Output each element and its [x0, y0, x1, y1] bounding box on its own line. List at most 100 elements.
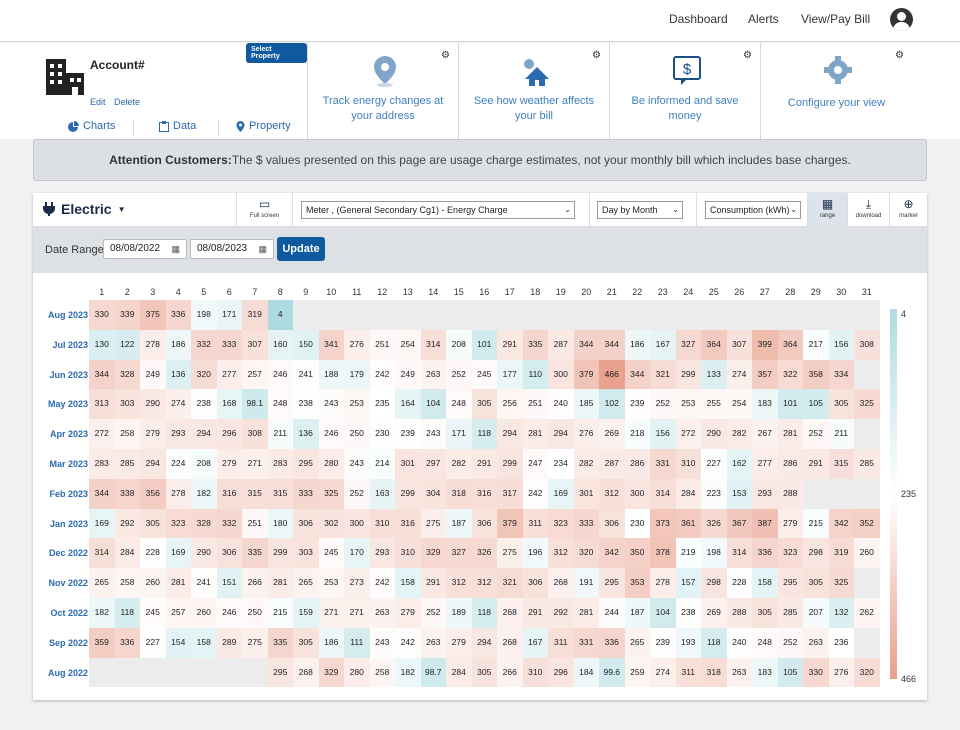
heatmap-cell[interactable]: 245: [140, 598, 166, 628]
feature-weather[interactable]: ⚙ See how weather affects your bill: [459, 43, 610, 139]
range-button[interactable]: ▦ range: [807, 193, 847, 227]
heatmap-cell[interactable]: 254: [395, 329, 421, 360]
heatmap-cell[interactable]: 310: [395, 538, 421, 569]
heatmap-cell[interactable]: 4: [267, 300, 293, 330]
heatmap-cell[interactable]: 278: [165, 478, 191, 509]
heatmap-cell[interactable]: 295: [777, 568, 803, 598]
heatmap-cell[interactable]: 246: [216, 598, 242, 628]
heatmap-cell[interactable]: 132: [828, 598, 854, 628]
heatmap-cell[interactable]: 263: [726, 657, 752, 688]
heatmap-cell[interactable]: 316: [471, 478, 497, 509]
heatmap-cell[interactable]: 184: [573, 657, 599, 688]
heatmap-cell[interactable]: 258: [114, 568, 140, 598]
heatmap-cell[interactable]: 259: [624, 657, 650, 688]
heatmap-cell[interactable]: 167: [650, 329, 676, 360]
heatmap-cell[interactable]: 271: [344, 598, 370, 628]
heatmap-cell[interactable]: 311: [522, 508, 548, 539]
heatmap-cell[interactable]: 352: [854, 508, 880, 539]
heatmap-cell[interactable]: 361: [675, 508, 701, 539]
heatmap-cell[interactable]: 258: [114, 419, 140, 449]
heatmap-cell[interactable]: 315: [267, 478, 293, 509]
heatmap-cell[interactable]: 289: [216, 627, 242, 658]
heatmap-cell[interactable]: 136: [165, 359, 191, 390]
heatmap-cell[interactable]: 268: [293, 657, 319, 688]
heatmap-cell[interactable]: 169: [165, 538, 191, 569]
download-button[interactable]: ⤓ download: [847, 193, 889, 227]
heatmap-cell[interactable]: 296: [548, 657, 574, 688]
heatmap-cell[interactable]: 332: [191, 329, 217, 360]
heatmap-cell[interactable]: 170: [344, 538, 370, 569]
heatmap-cell[interactable]: 344: [89, 359, 115, 390]
heatmap-cell[interactable]: 339: [114, 300, 140, 330]
heatmap-cell[interactable]: 248: [267, 389, 293, 420]
heatmap-cell[interactable]: 230: [624, 508, 650, 539]
heatmap-cell[interactable]: 223: [701, 478, 727, 509]
nav-alerts-link[interactable]: Alerts: [748, 12, 779, 26]
heatmap-cell[interactable]: 314: [726, 538, 752, 569]
heatmap-cell[interactable]: 215: [803, 508, 829, 539]
heatmap-cell[interactable]: 333: [293, 478, 319, 509]
heatmap-cell[interactable]: 136: [293, 419, 319, 449]
heatmap-cell[interactable]: 292: [548, 598, 574, 628]
heatmap-cell[interactable]: 287: [548, 329, 574, 360]
heatmap-cell[interactable]: 186: [624, 329, 650, 360]
heatmap-cell[interactable]: 215: [267, 598, 293, 628]
heatmap-cell[interactable]: 253: [675, 389, 701, 420]
heatmap-cell[interactable]: 262: [854, 598, 880, 628]
heatmap-cell[interactable]: 198: [701, 538, 727, 569]
heatmap-cell[interactable]: 249: [395, 359, 421, 390]
heatmap-cell[interactable]: 295: [267, 657, 293, 688]
heatmap-cell[interactable]: 154: [165, 627, 191, 658]
heatmap-cell[interactable]: 249: [140, 359, 166, 390]
heatmap-cell[interactable]: 253: [344, 389, 370, 420]
heatmap-cell[interactable]: 285: [114, 449, 140, 479]
heatmap-cell[interactable]: 242: [395, 627, 421, 658]
heatmap-cell[interactable]: 246: [318, 419, 344, 449]
feature-configure-view[interactable]: ⚙ Configure your view: [761, 43, 912, 139]
heatmap-cell[interactable]: 245: [471, 359, 497, 390]
heatmap-cell[interactable]: 291: [420, 568, 446, 598]
heatmap-cell[interactable]: 292: [114, 508, 140, 539]
heatmap-cell[interactable]: 163: [369, 478, 395, 509]
heatmap-cell[interactable]: 102: [599, 389, 625, 420]
heatmap-cell[interactable]: 330: [89, 300, 115, 330]
fullscreen-button[interactable]: ▭ Full screen: [236, 193, 292, 227]
heatmap-cell[interactable]: 298: [701, 568, 727, 598]
heatmap-cell[interactable]: 344: [573, 329, 599, 360]
heatmap-cell[interactable]: 187: [624, 598, 650, 628]
heatmap-cell[interactable]: 307: [726, 329, 752, 360]
end-date-input[interactable]: 08/08/2023 ▦: [190, 239, 274, 259]
heatmap-cell[interactable]: 305: [828, 389, 854, 420]
heatmap-cell[interactable]: 328: [114, 359, 140, 390]
heatmap-cell[interactable]: 336: [599, 627, 625, 658]
heatmap-cell[interactable]: 280: [318, 449, 344, 479]
heatmap-cell[interactable]: 272: [675, 419, 701, 449]
heatmap-cell[interactable]: 252: [777, 627, 803, 658]
heatmap-cell[interactable]: 300: [344, 508, 370, 539]
heatmap-cell[interactable]: 227: [701, 449, 727, 479]
heatmap-cell[interactable]: 256: [497, 389, 523, 420]
heatmap-cell[interactable]: 169: [89, 508, 115, 539]
heatmap-cell[interactable]: 305: [140, 508, 166, 539]
heatmap-cell[interactable]: 265: [293, 568, 319, 598]
heatmap-cell[interactable]: 227: [140, 627, 166, 658]
heatmap-cell[interactable]: 234: [548, 449, 574, 479]
heatmap-cell[interactable]: 214: [369, 449, 395, 479]
heatmap-cell[interactable]: 177: [497, 359, 523, 390]
heatmap-cell[interactable]: 323: [165, 508, 191, 539]
heatmap-cell[interactable]: 282: [726, 419, 752, 449]
heatmap-cell[interactable]: 151: [216, 568, 242, 598]
heatmap-cell[interactable]: 186: [165, 329, 191, 360]
heatmap-cell[interactable]: 279: [140, 419, 166, 449]
heatmap-cell[interactable]: 306: [216, 538, 242, 569]
heatmap-cell[interactable]: 239: [395, 419, 421, 449]
heatmap-cell[interactable]: 238: [675, 598, 701, 628]
heatmap-cell[interactable]: 315: [242, 478, 268, 509]
service-dropdown[interactable]: Electric ▼: [43, 201, 126, 217]
heatmap-cell[interactable]: 171: [446, 419, 472, 449]
heatmap-cell[interactable]: 260: [854, 538, 880, 569]
heatmap-cell[interactable]: 320: [191, 359, 217, 390]
heatmap-cell[interactable]: 274: [650, 657, 676, 688]
heatmap-cell[interactable]: 281: [573, 598, 599, 628]
heatmap-cell[interactable]: 295: [293, 449, 319, 479]
